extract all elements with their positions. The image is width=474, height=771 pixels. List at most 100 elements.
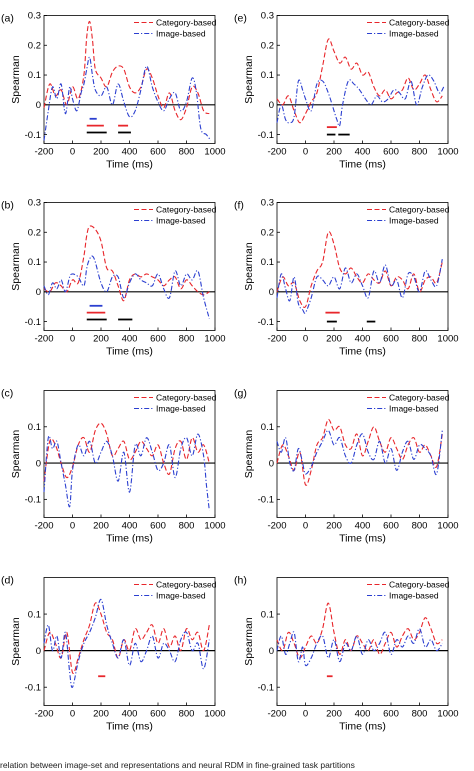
x-tick-label: 200	[326, 709, 342, 720]
y-tick-label: 0	[269, 458, 274, 469]
x-tick-label: 200	[93, 147, 109, 158]
x-tick-label: -200	[267, 334, 286, 345]
x-tick-label: 800	[412, 334, 428, 345]
y-tick-label: 0	[36, 287, 41, 298]
x-tick-label: -200	[34, 521, 53, 532]
y-tick-label: 0.1	[28, 609, 41, 620]
y-axis-label: Spearman	[10, 55, 22, 104]
panel-label: (d)	[1, 575, 14, 587]
x-tick-label: 0	[70, 521, 75, 532]
series-line-category	[43, 422, 210, 482]
x-tick-label: 800	[412, 147, 428, 158]
series-line-category	[43, 225, 210, 302]
x-tick-label: 1000	[437, 709, 458, 720]
x-tick-label: 200	[93, 709, 109, 720]
y-axis-label: Spearman	[10, 242, 22, 291]
x-axis-label: Time (ms)	[106, 721, 153, 733]
x-axis-label: Time (ms)	[106, 533, 153, 545]
panel-label: (a)	[1, 13, 14, 25]
legend-label: Image-based	[156, 216, 206, 226]
x-axis-label: Time (ms)	[339, 533, 386, 545]
x-tick-label: 400	[355, 521, 371, 532]
legend-label: Image-based	[156, 404, 206, 414]
y-tick-label: -0.1	[258, 317, 274, 328]
legend-label: Image-based	[156, 591, 206, 601]
x-tick-label: 600	[383, 147, 399, 158]
legend-label: Image-based	[156, 29, 206, 39]
series-line-image	[276, 258, 443, 314]
x-tick-label: 600	[383, 709, 399, 720]
legend-label: Category-based	[156, 580, 217, 590]
y-tick-label: 0	[36, 100, 41, 111]
x-tick-label: 800	[412, 521, 428, 532]
x-tick-label: 200	[326, 521, 342, 532]
legend-label: Category-based	[389, 393, 450, 403]
legend-label: Image-based	[389, 29, 439, 39]
y-tick-label: -0.1	[258, 130, 274, 141]
series-line-category	[43, 602, 210, 674]
x-tick-label: 400	[355, 334, 371, 345]
y-tick-label: 0.1	[28, 422, 41, 433]
series-line-category	[43, 20, 210, 121]
x-tick-label: 400	[122, 147, 138, 158]
panel-label: (h)	[234, 575, 247, 587]
series-line-category	[276, 231, 443, 308]
x-tick-label: 0	[303, 334, 308, 345]
x-tick-label: 600	[150, 709, 166, 720]
series-line-image	[276, 429, 443, 476]
y-tick-label: 0.2	[261, 40, 274, 51]
x-tick-label: 800	[179, 521, 195, 532]
series-line-category	[276, 38, 443, 124]
x-axis-label: Time (ms)	[339, 346, 386, 358]
y-axis-label: Spearman	[10, 430, 22, 479]
panel-label: (g)	[234, 388, 247, 400]
y-tick-label: 0.3	[261, 11, 274, 22]
chart-panel-a: -200 0 200 400 600 800 1000 -0.1 0 0.1 0.2 0.3 Time …	[1, 11, 226, 171]
legend-label: Category-based	[389, 580, 450, 590]
x-tick-label: 0	[303, 147, 308, 158]
legend-label: Image-based	[389, 591, 439, 601]
x-tick-label: 400	[122, 709, 138, 720]
panel-label: (c)	[1, 388, 13, 400]
x-tick-label: 1000	[437, 521, 458, 532]
y-tick-label: 0.1	[28, 257, 41, 268]
x-tick-label: 800	[412, 709, 428, 720]
series-line-category	[276, 602, 443, 659]
y-tick-label: 0.1	[28, 70, 41, 81]
x-tick-label: -200	[267, 147, 286, 158]
x-tick-label: 800	[179, 334, 195, 345]
x-tick-label: 600	[150, 334, 166, 345]
x-tick-label: -200	[34, 709, 53, 720]
y-axis-label: Spearman	[243, 617, 255, 666]
series-line-image	[276, 74, 445, 127]
y-tick-label: -0.1	[258, 682, 274, 693]
legend-label: Category-based	[156, 393, 217, 403]
y-tick-label: 0	[269, 646, 274, 657]
y-tick-label: 0.1	[261, 257, 274, 268]
panel-label: (f)	[234, 200, 244, 212]
series-line-image	[43, 598, 210, 689]
chart-panel-h: -200 0 200 400 600 800 1000 -0.1 0 0.1 Time (ms) Sp…	[234, 575, 459, 733]
y-tick-label: -0.1	[258, 495, 274, 506]
x-tick-label: 0	[70, 709, 75, 720]
x-tick-label: 600	[150, 147, 166, 158]
series-line-image	[43, 433, 210, 511]
y-axis-label: Spearman	[10, 617, 22, 666]
x-tick-label: 0	[303, 521, 308, 532]
y-tick-label: -0.1	[25, 130, 41, 141]
chart-panel-b: -200 0 200 400 600 800 1000 -0.1 0 0.1 0.2 0.3 Time …	[1, 198, 226, 358]
y-tick-label: 0.3	[28, 198, 41, 209]
x-tick-label: 200	[326, 147, 342, 158]
x-tick-label: 200	[93, 334, 109, 345]
y-tick-label: 0	[36, 646, 41, 657]
y-tick-label: 0	[36, 458, 41, 469]
x-tick-label: -200	[267, 521, 286, 532]
x-tick-label: -200	[34, 147, 53, 158]
legend-label: Category-based	[389, 205, 450, 215]
y-axis-label: Spearman	[243, 242, 255, 291]
panel-label: (e)	[234, 13, 247, 25]
x-tick-label: 0	[70, 334, 75, 345]
y-tick-label: 0.3	[261, 198, 274, 209]
x-tick-label: -200	[34, 334, 53, 345]
x-tick-label: 0	[303, 709, 308, 720]
